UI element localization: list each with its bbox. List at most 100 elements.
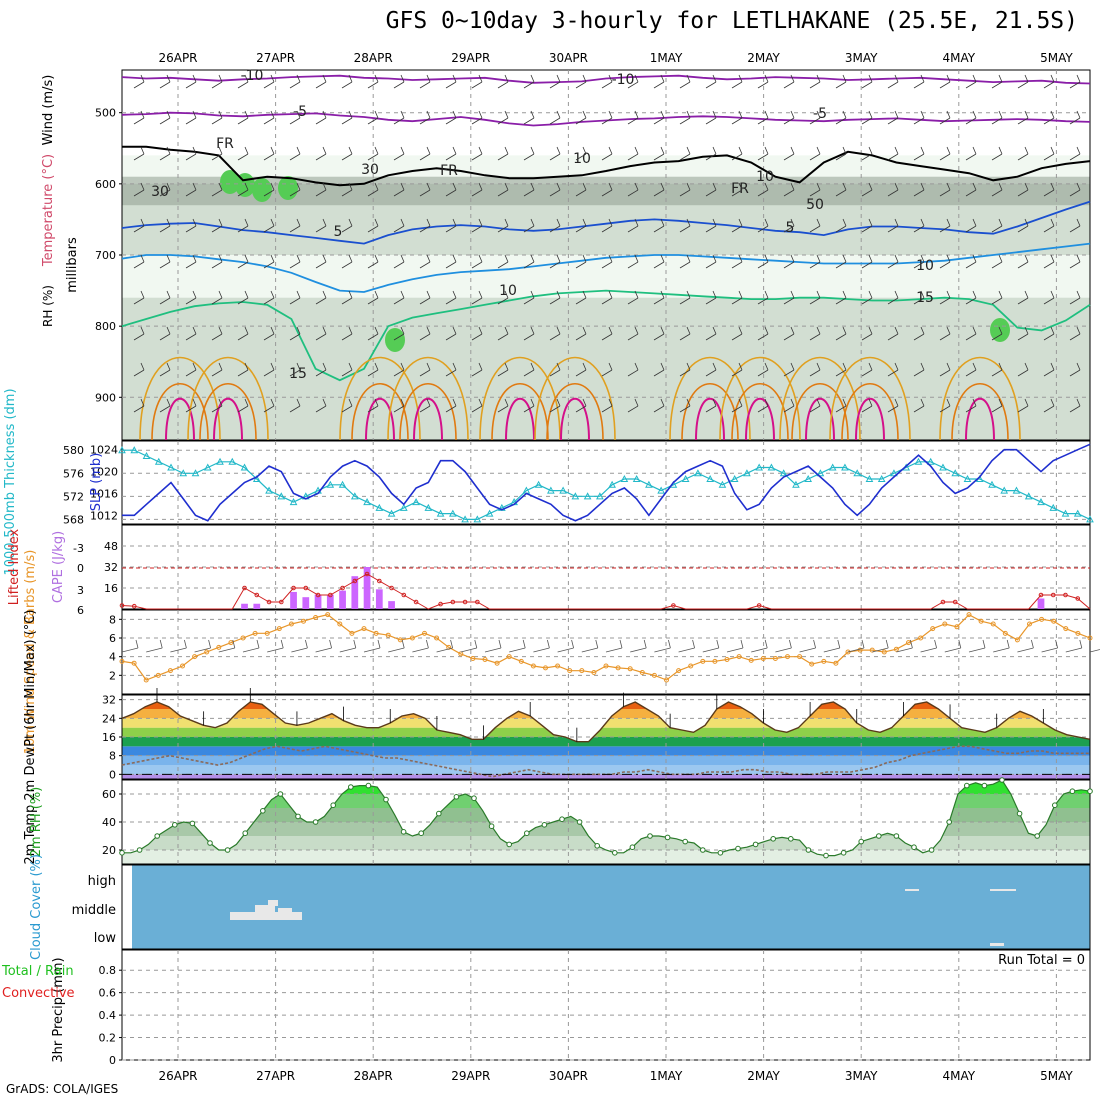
wind-barb bbox=[185, 254, 197, 269]
wind10-point bbox=[385, 632, 391, 638]
wind-barb bbox=[367, 182, 379, 197]
upper-air-tick-label: 600 bbox=[95, 178, 116, 191]
thickness-point bbox=[706, 474, 714, 483]
wind-barb bbox=[653, 326, 665, 341]
wind-barb bbox=[939, 290, 951, 305]
wind10-barb bbox=[726, 639, 744, 653]
wind-barb bbox=[159, 398, 171, 413]
wind10-barb bbox=[702, 639, 720, 653]
rh-blob bbox=[385, 328, 405, 352]
wind10-point bbox=[579, 668, 585, 674]
wind-barb bbox=[627, 290, 639, 305]
wind10-point bbox=[893, 646, 899, 652]
wind-barb bbox=[133, 398, 145, 413]
wind-barb bbox=[133, 254, 145, 269]
rh2m-point bbox=[876, 833, 882, 839]
wind10-barb bbox=[146, 639, 163, 653]
wind10-point bbox=[264, 630, 270, 636]
li-point bbox=[462, 599, 468, 605]
wind-barb bbox=[549, 326, 561, 341]
wind-barb bbox=[627, 218, 639, 233]
wind-barb bbox=[653, 254, 665, 269]
isotherm-30 bbox=[745, 397, 775, 441]
cloud-level-label: low bbox=[94, 931, 117, 946]
wind-barb bbox=[913, 110, 925, 125]
temp-line bbox=[121, 701, 1091, 743]
isotherm-30 bbox=[165, 397, 195, 441]
isotherm-line bbox=[121, 289, 1091, 382]
thickness-point bbox=[816, 469, 825, 477]
wind10-barb bbox=[533, 639, 550, 653]
slp-tick-label: 1012 bbox=[90, 509, 118, 522]
li-point bbox=[413, 599, 419, 605]
wind-barb bbox=[913, 182, 925, 197]
wind10-point bbox=[990, 621, 996, 627]
rh2m-panel: 20 40 60 bbox=[102, 777, 1093, 865]
thickness-point bbox=[387, 509, 396, 517]
wind-barb bbox=[523, 74, 535, 89]
wind-barb bbox=[445, 74, 457, 89]
thickness-point bbox=[154, 457, 163, 465]
wind-barb bbox=[1043, 362, 1055, 377]
wind10-point bbox=[833, 660, 839, 666]
wind-barb bbox=[679, 326, 691, 341]
wind-barb bbox=[523, 146, 535, 161]
rh2m-point bbox=[488, 823, 495, 830]
x-date-bottom: 5MAY bbox=[1040, 1069, 1073, 1083]
rh2m-point bbox=[858, 838, 865, 845]
wind-barb bbox=[445, 290, 457, 305]
wind-barb bbox=[835, 290, 847, 305]
isotherm-30 bbox=[413, 397, 443, 441]
wind-barb bbox=[679, 146, 691, 161]
wind-barb bbox=[575, 290, 587, 305]
wind-barb bbox=[1069, 398, 1081, 413]
wind-barb bbox=[731, 110, 743, 125]
wind-barb bbox=[133, 362, 145, 377]
rh2m-point bbox=[770, 836, 777, 842]
x-date-top: 27APR bbox=[256, 51, 295, 65]
wind-barb bbox=[419, 254, 431, 269]
isotherm-30 bbox=[213, 397, 243, 441]
wind-barb bbox=[263, 398, 275, 413]
wind-barb bbox=[913, 218, 925, 233]
isotherm-line bbox=[121, 200, 1091, 245]
wind-barb bbox=[523, 362, 535, 377]
wind-barb bbox=[445, 254, 457, 269]
wind10-point bbox=[881, 649, 887, 655]
wind10-point bbox=[603, 663, 609, 669]
wind-barb bbox=[679, 398, 691, 413]
thickness-point bbox=[1073, 509, 1082, 517]
thickness-point bbox=[988, 480, 996, 488]
page-title: GFS 0~10day 3-hourly for LETLHAKANE (25.… bbox=[385, 8, 1078, 34]
wind-barb bbox=[939, 254, 951, 269]
isotherm-25 bbox=[791, 383, 849, 441]
wind-barb bbox=[757, 326, 769, 341]
wind-barb bbox=[471, 290, 483, 305]
wind-barb bbox=[783, 290, 795, 305]
wind-barb bbox=[627, 110, 639, 125]
wind-barb bbox=[913, 146, 925, 161]
wind-barb bbox=[1069, 326, 1081, 341]
wind-barb bbox=[523, 182, 535, 197]
thickness-point bbox=[1000, 486, 1009, 494]
wind-barb bbox=[393, 362, 405, 377]
ylabel-wind10: 10m Wind Speed & Barbs (m/s) bbox=[23, 550, 38, 755]
wind-barb bbox=[549, 182, 561, 197]
wind-barb bbox=[783, 146, 795, 161]
wind10-point bbox=[252, 630, 258, 636]
li-point bbox=[242, 585, 247, 591]
rh2m-point bbox=[400, 829, 407, 835]
li-point bbox=[401, 592, 407, 598]
wind-barb bbox=[237, 218, 249, 233]
wind-barb bbox=[757, 218, 769, 233]
wind-barb bbox=[471, 326, 483, 341]
wind-barb bbox=[705, 110, 717, 125]
wind-barb bbox=[237, 110, 249, 125]
wind10-point bbox=[651, 672, 657, 678]
wind10-point bbox=[809, 661, 815, 667]
isotherm-25 bbox=[151, 383, 209, 441]
li-point bbox=[266, 599, 272, 605]
li-point bbox=[328, 592, 333, 598]
wind-barb bbox=[263, 74, 275, 89]
